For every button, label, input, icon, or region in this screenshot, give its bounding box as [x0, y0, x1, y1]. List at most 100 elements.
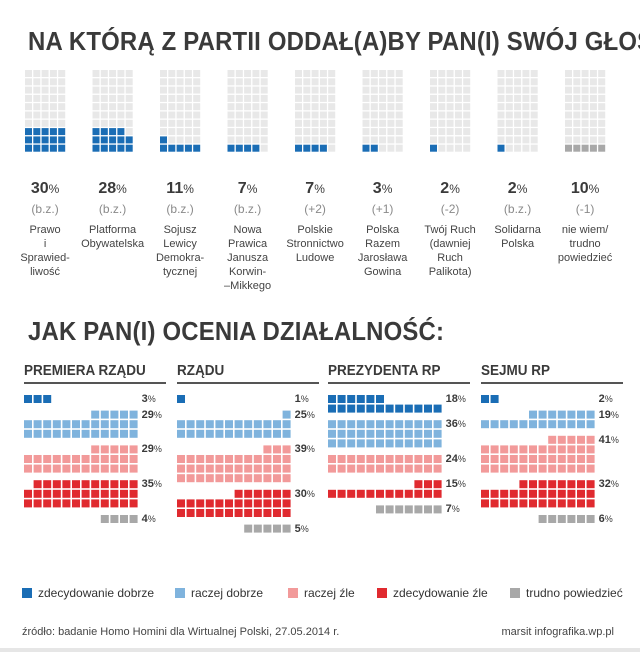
rating-cell	[577, 464, 585, 473]
rating-cell	[557, 435, 566, 444]
party-cell-empty	[193, 70, 201, 77]
rating-cell	[567, 445, 576, 454]
rating-cell	[567, 499, 576, 508]
party-cell-empty	[454, 94, 462, 102]
rating-cell	[91, 429, 100, 438]
party-cell-empty	[92, 119, 100, 127]
party-cell-empty	[235, 136, 243, 144]
party-cell-empty	[295, 111, 302, 119]
party-cell-empty	[581, 78, 589, 86]
party-cell-empty	[41, 78, 49, 86]
party-cell-empty	[505, 128, 513, 136]
party-cell-empty	[235, 119, 243, 127]
party-cell-empty	[176, 119, 184, 127]
rating-cell	[529, 499, 537, 508]
rating-category-underline	[177, 382, 319, 384]
rating-cell	[91, 480, 100, 489]
rating-cell	[529, 410, 537, 419]
party-cell-empty	[463, 78, 471, 86]
party-cell-empty	[311, 86, 319, 94]
party-percent: 3%	[372, 180, 393, 197]
rating-value-label: 5%	[294, 522, 309, 535]
rating-category-title: PREMIERA RZĄDU	[24, 362, 146, 379]
party-waffle-5	[362, 70, 403, 152]
party-change: (b.z.)	[98, 202, 127, 216]
rating-cell	[481, 395, 489, 403]
rating-cell	[548, 515, 557, 523]
rating-cell	[100, 515, 109, 523]
party-cell-empty	[514, 119, 522, 127]
rating-cell	[509, 489, 518, 498]
party-cell-empty	[319, 119, 327, 127]
party-cell-empty	[319, 103, 327, 111]
party-cell-empty	[244, 119, 252, 127]
party-cell-empty	[33, 94, 41, 102]
party-cell-empty	[530, 78, 538, 86]
party-cell-empty	[168, 128, 176, 136]
party-cell-empty	[244, 70, 252, 77]
bottom-divider	[0, 648, 640, 652]
legend-label: raczej źle	[304, 586, 355, 600]
party-waffle-1	[92, 70, 133, 152]
party-cell-empty	[328, 78, 336, 86]
rating-cell	[538, 480, 547, 489]
party-cell-empty	[295, 94, 302, 102]
rating-cell	[385, 439, 394, 448]
party-cell-empty	[454, 119, 462, 127]
rating-cell	[186, 429, 195, 438]
party-cell-empty	[235, 111, 243, 119]
legend-swatch	[175, 588, 185, 598]
rating-cell	[81, 499, 90, 508]
party-cell-filled	[117, 144, 125, 152]
party-cell-empty	[160, 103, 167, 111]
rating-cell	[244, 455, 253, 463]
rating-cell	[337, 395, 346, 403]
party-cell-empty	[125, 103, 133, 111]
party-cell-empty	[530, 144, 538, 152]
rating-cell	[433, 429, 442, 438]
rating-cell	[196, 420, 205, 429]
party-label-4: 7% (+2) Polskie Stronnictwo Ludowe	[280, 180, 350, 265]
rating-cell	[205, 464, 214, 473]
rating-cell	[81, 455, 90, 463]
party-cell-empty	[497, 86, 505, 94]
rating-cell	[129, 515, 138, 523]
party-cell-empty	[497, 119, 505, 127]
rating-cell	[282, 509, 291, 517]
rating-cell	[356, 429, 365, 438]
rating-cell	[519, 455, 528, 463]
party-cell-empty	[463, 128, 471, 136]
party-cell-empty	[522, 103, 530, 111]
party-cell-empty	[319, 128, 327, 136]
party-cell-empty	[573, 86, 581, 94]
party-cell-empty	[125, 86, 133, 94]
rating-cell	[24, 455, 32, 463]
party-cell-empty	[573, 128, 581, 136]
party-cell-empty	[379, 111, 387, 119]
party-cell-empty	[514, 78, 522, 86]
party-cell-empty	[454, 136, 462, 144]
rating-cell	[52, 499, 61, 508]
party-cell-empty	[505, 103, 513, 111]
rating-cell	[519, 445, 528, 454]
rating-cell	[81, 429, 90, 438]
rating-cell	[177, 474, 185, 483]
rating-cell	[509, 499, 518, 508]
rating-cell	[529, 489, 537, 498]
rating-cell	[177, 420, 185, 429]
rating-cell	[567, 489, 576, 498]
party-cell-empty	[514, 103, 522, 111]
party-cell-filled	[235, 144, 243, 152]
rating-cell	[110, 464, 119, 473]
party-label-0: 30% (b.z.) Prawo i Sprawied-liwość	[10, 180, 80, 279]
rating-cell	[328, 455, 336, 463]
party-cell-empty	[395, 70, 403, 77]
chart-title-ratings: JAK PAN(I) OCENIA DZIAŁALNOŚĆ:	[28, 316, 445, 346]
party-cell-empty	[589, 78, 597, 86]
rating-cell	[433, 489, 442, 498]
party-cell-empty	[25, 70, 32, 77]
rating-cell	[557, 410, 566, 419]
rating-cell	[529, 445, 537, 454]
rating-cell	[414, 505, 423, 514]
party-cell-filled	[362, 144, 370, 152]
